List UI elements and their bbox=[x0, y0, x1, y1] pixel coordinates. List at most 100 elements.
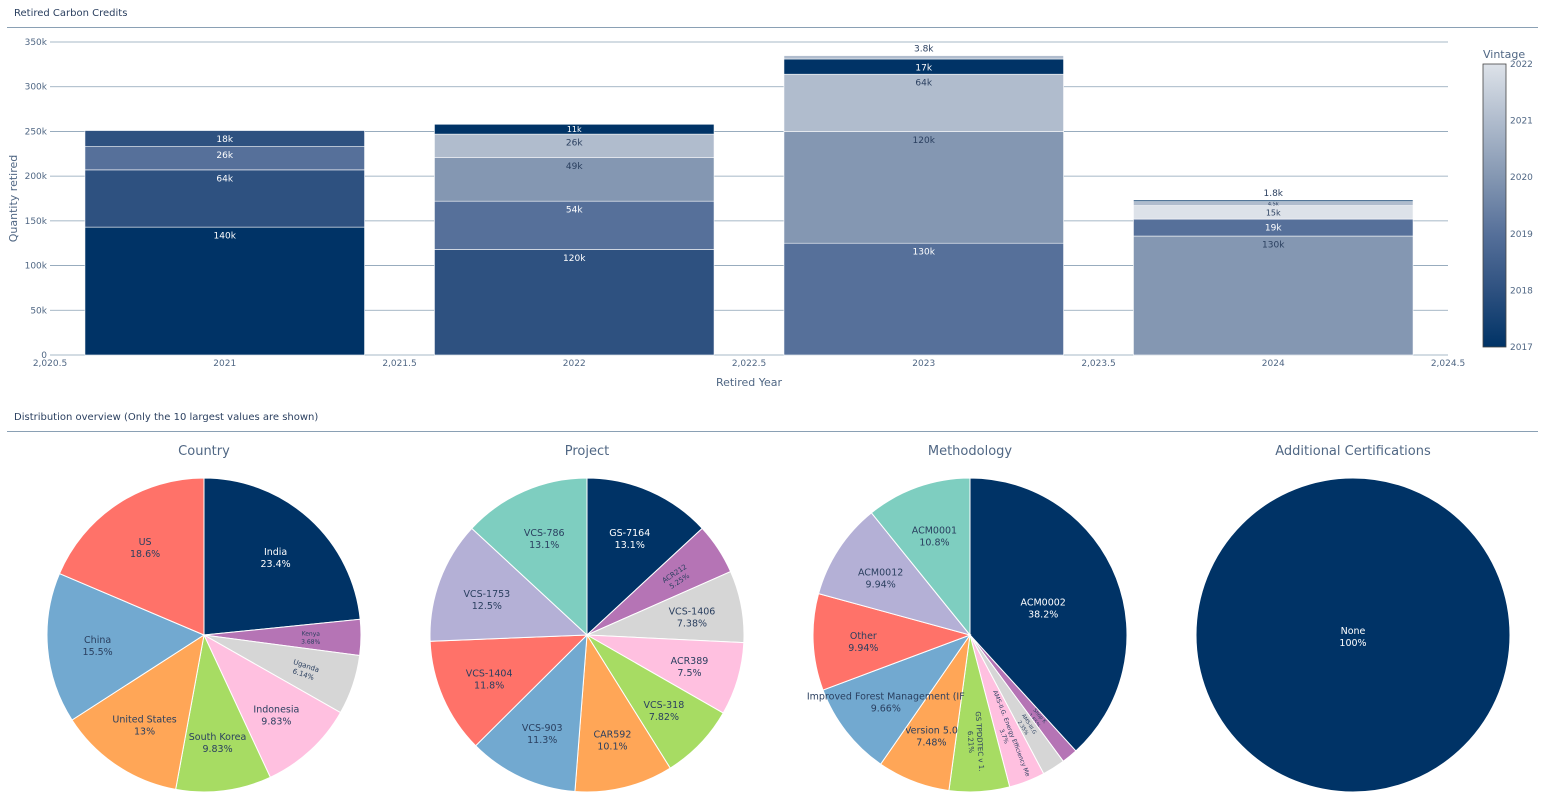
pie-slice-percent: 6.21% bbox=[966, 731, 975, 754]
pie-slice-percent: 11.3% bbox=[527, 735, 557, 746]
y-tick-label: 300k bbox=[25, 83, 48, 93]
pie-slice bbox=[71, 633, 205, 791]
pie-slice-percent: 100% bbox=[1339, 638, 1366, 649]
pie-slice bbox=[870, 477, 971, 637]
bar-segment bbox=[434, 200, 715, 250]
pie-slice-label: VCS-786 bbox=[524, 528, 565, 539]
pie-slice-label: China bbox=[84, 635, 111, 646]
bar-data-label: 64k bbox=[216, 174, 233, 184]
colorbar-tick-label: 2017 bbox=[1510, 343, 1533, 353]
pie-slice bbox=[812, 593, 972, 691]
bar-segment bbox=[1133, 235, 1414, 356]
pie-slice bbox=[429, 527, 589, 642]
pie-slice-label: ACR389 bbox=[671, 656, 709, 667]
pie-slice-label: ACM0002 bbox=[1021, 598, 1066, 609]
x-tick-label: 2,021.5 bbox=[382, 359, 416, 369]
x-axis-title: Retired Year bbox=[716, 376, 783, 389]
colorbar-tick-label: 2018 bbox=[1510, 286, 1533, 296]
pie-slice-label: CAR592 bbox=[594, 730, 632, 741]
bar-segment bbox=[783, 242, 1064, 356]
distribution-section-divider bbox=[7, 431, 1538, 432]
pie-slice-label: GS-7164 bbox=[609, 528, 650, 539]
pie-slice bbox=[586, 477, 703, 637]
pie-slice-percent: 10.1% bbox=[597, 742, 627, 753]
pie-slice-percent: 38.2% bbox=[1028, 610, 1058, 621]
pie-slice bbox=[203, 477, 361, 636]
pie-slice bbox=[175, 633, 271, 793]
bar-data-label: 18k bbox=[216, 135, 233, 145]
pie-slice-label: VCS-903 bbox=[522, 723, 563, 734]
bar-data-label: 140k bbox=[214, 232, 237, 242]
y-tick-label: 100k bbox=[25, 262, 48, 272]
bar-data-label: 19k bbox=[1265, 224, 1282, 234]
y-tick-label: 0 bbox=[41, 351, 47, 361]
x-tick-label: 2022 bbox=[563, 359, 586, 369]
pie-title: Country bbox=[178, 444, 230, 459]
bar-data-label: 120k bbox=[563, 254, 586, 264]
bar-data-label: 1.8k bbox=[1263, 189, 1283, 199]
x-tick-label: 2,023.5 bbox=[1081, 359, 1115, 369]
colorbar-title: Vintage bbox=[1483, 48, 1525, 61]
pie-charts[interactable]: CountryIndia23.4%Kenya3.68%Uganda6.14%In… bbox=[0, 431, 1544, 803]
bar-data-label: 4.5k bbox=[1268, 202, 1279, 208]
bar-segment bbox=[1133, 199, 1414, 202]
pie-slice-percent: 7.48% bbox=[916, 738, 946, 749]
bar-data-label: 3.8k bbox=[914, 45, 934, 55]
retired-section-divider bbox=[7, 27, 1538, 28]
bar-data-label: 120k bbox=[913, 136, 936, 146]
pie-slice-percent: 9.83% bbox=[202, 744, 232, 755]
pie-slice-percent: 7.38% bbox=[677, 618, 707, 629]
bar-data-label: 54k bbox=[566, 206, 583, 216]
pie-slice-percent: 13.1% bbox=[529, 540, 559, 551]
pie-slice bbox=[1195, 477, 1511, 793]
pie-title: Project bbox=[565, 444, 609, 459]
pie-slice-label: South Korea bbox=[189, 732, 247, 743]
pie-slice bbox=[202, 633, 342, 778]
colorbar bbox=[1482, 63, 1507, 348]
colorbar-tick-label: 2022 bbox=[1510, 60, 1533, 70]
pie-slice-percent: 13% bbox=[134, 727, 155, 738]
pie-slice-label: Kenya bbox=[302, 631, 321, 638]
pie-slice-label: ACM0001 bbox=[912, 525, 957, 536]
retired-section-title: Retired Carbon Credits bbox=[14, 8, 128, 19]
bar-data-label: 130k bbox=[913, 248, 936, 258]
x-tick-label: 2,020.5 bbox=[33, 359, 67, 369]
pie-slice-percent: 7.5% bbox=[677, 668, 701, 679]
colorbar-tick-label: 2021 bbox=[1510, 117, 1533, 127]
bar-data-label: 64k bbox=[915, 79, 932, 89]
pie-slice bbox=[471, 477, 588, 637]
pie-slice-percent: 7.82% bbox=[649, 712, 679, 723]
bar-data-label: 17k bbox=[915, 63, 932, 73]
pie-slice bbox=[46, 572, 206, 721]
bar-segment bbox=[84, 169, 365, 228]
pie-slice-percent: 9.83% bbox=[261, 716, 291, 727]
pie-slice-label: Indonesia bbox=[253, 704, 299, 715]
pie-slice-label: None bbox=[1341, 626, 1366, 637]
bar-data-label: 15k bbox=[1266, 208, 1281, 217]
pie-slice-label: US bbox=[139, 537, 152, 548]
pie-slice-label: GS TPDDTEC v 1. bbox=[974, 711, 986, 772]
pie-slice-label: VCS-318 bbox=[644, 700, 685, 711]
y-tick-label: 50k bbox=[30, 306, 47, 316]
bar-segment bbox=[434, 249, 715, 356]
y-tick-label: 350k bbox=[25, 38, 48, 48]
pie-slice-percent: 15.5% bbox=[83, 647, 113, 658]
y-axis-title: Quantity retired bbox=[7, 155, 20, 242]
bar-chart[interactable]: 0 50k 100k 150k 200k 250k 300k 350k 2,020.5 2021 2… bbox=[0, 0, 1544, 400]
pie-slice-percent: 23.4% bbox=[261, 559, 291, 570]
pie-slice-percent: 11.8% bbox=[474, 681, 504, 692]
pie-slice-label: ACM0012 bbox=[858, 568, 903, 579]
pie-slice-percent: 3.68% bbox=[301, 638, 320, 645]
y-tick-label: 250k bbox=[25, 127, 48, 137]
y-tick-label: 150k bbox=[25, 217, 48, 227]
colorbar-tick-label: 2020 bbox=[1510, 173, 1533, 183]
bar-data-label: 11k bbox=[567, 125, 582, 134]
pie-slice bbox=[574, 633, 671, 793]
bar-segment bbox=[84, 226, 365, 356]
bar-segment bbox=[434, 157, 715, 202]
bar-data-label: 49k bbox=[566, 162, 583, 172]
pie-slice bbox=[822, 633, 972, 765]
pie-slice-label: VCS-1753 bbox=[463, 589, 510, 600]
pie-slice-label: United States bbox=[112, 715, 176, 726]
